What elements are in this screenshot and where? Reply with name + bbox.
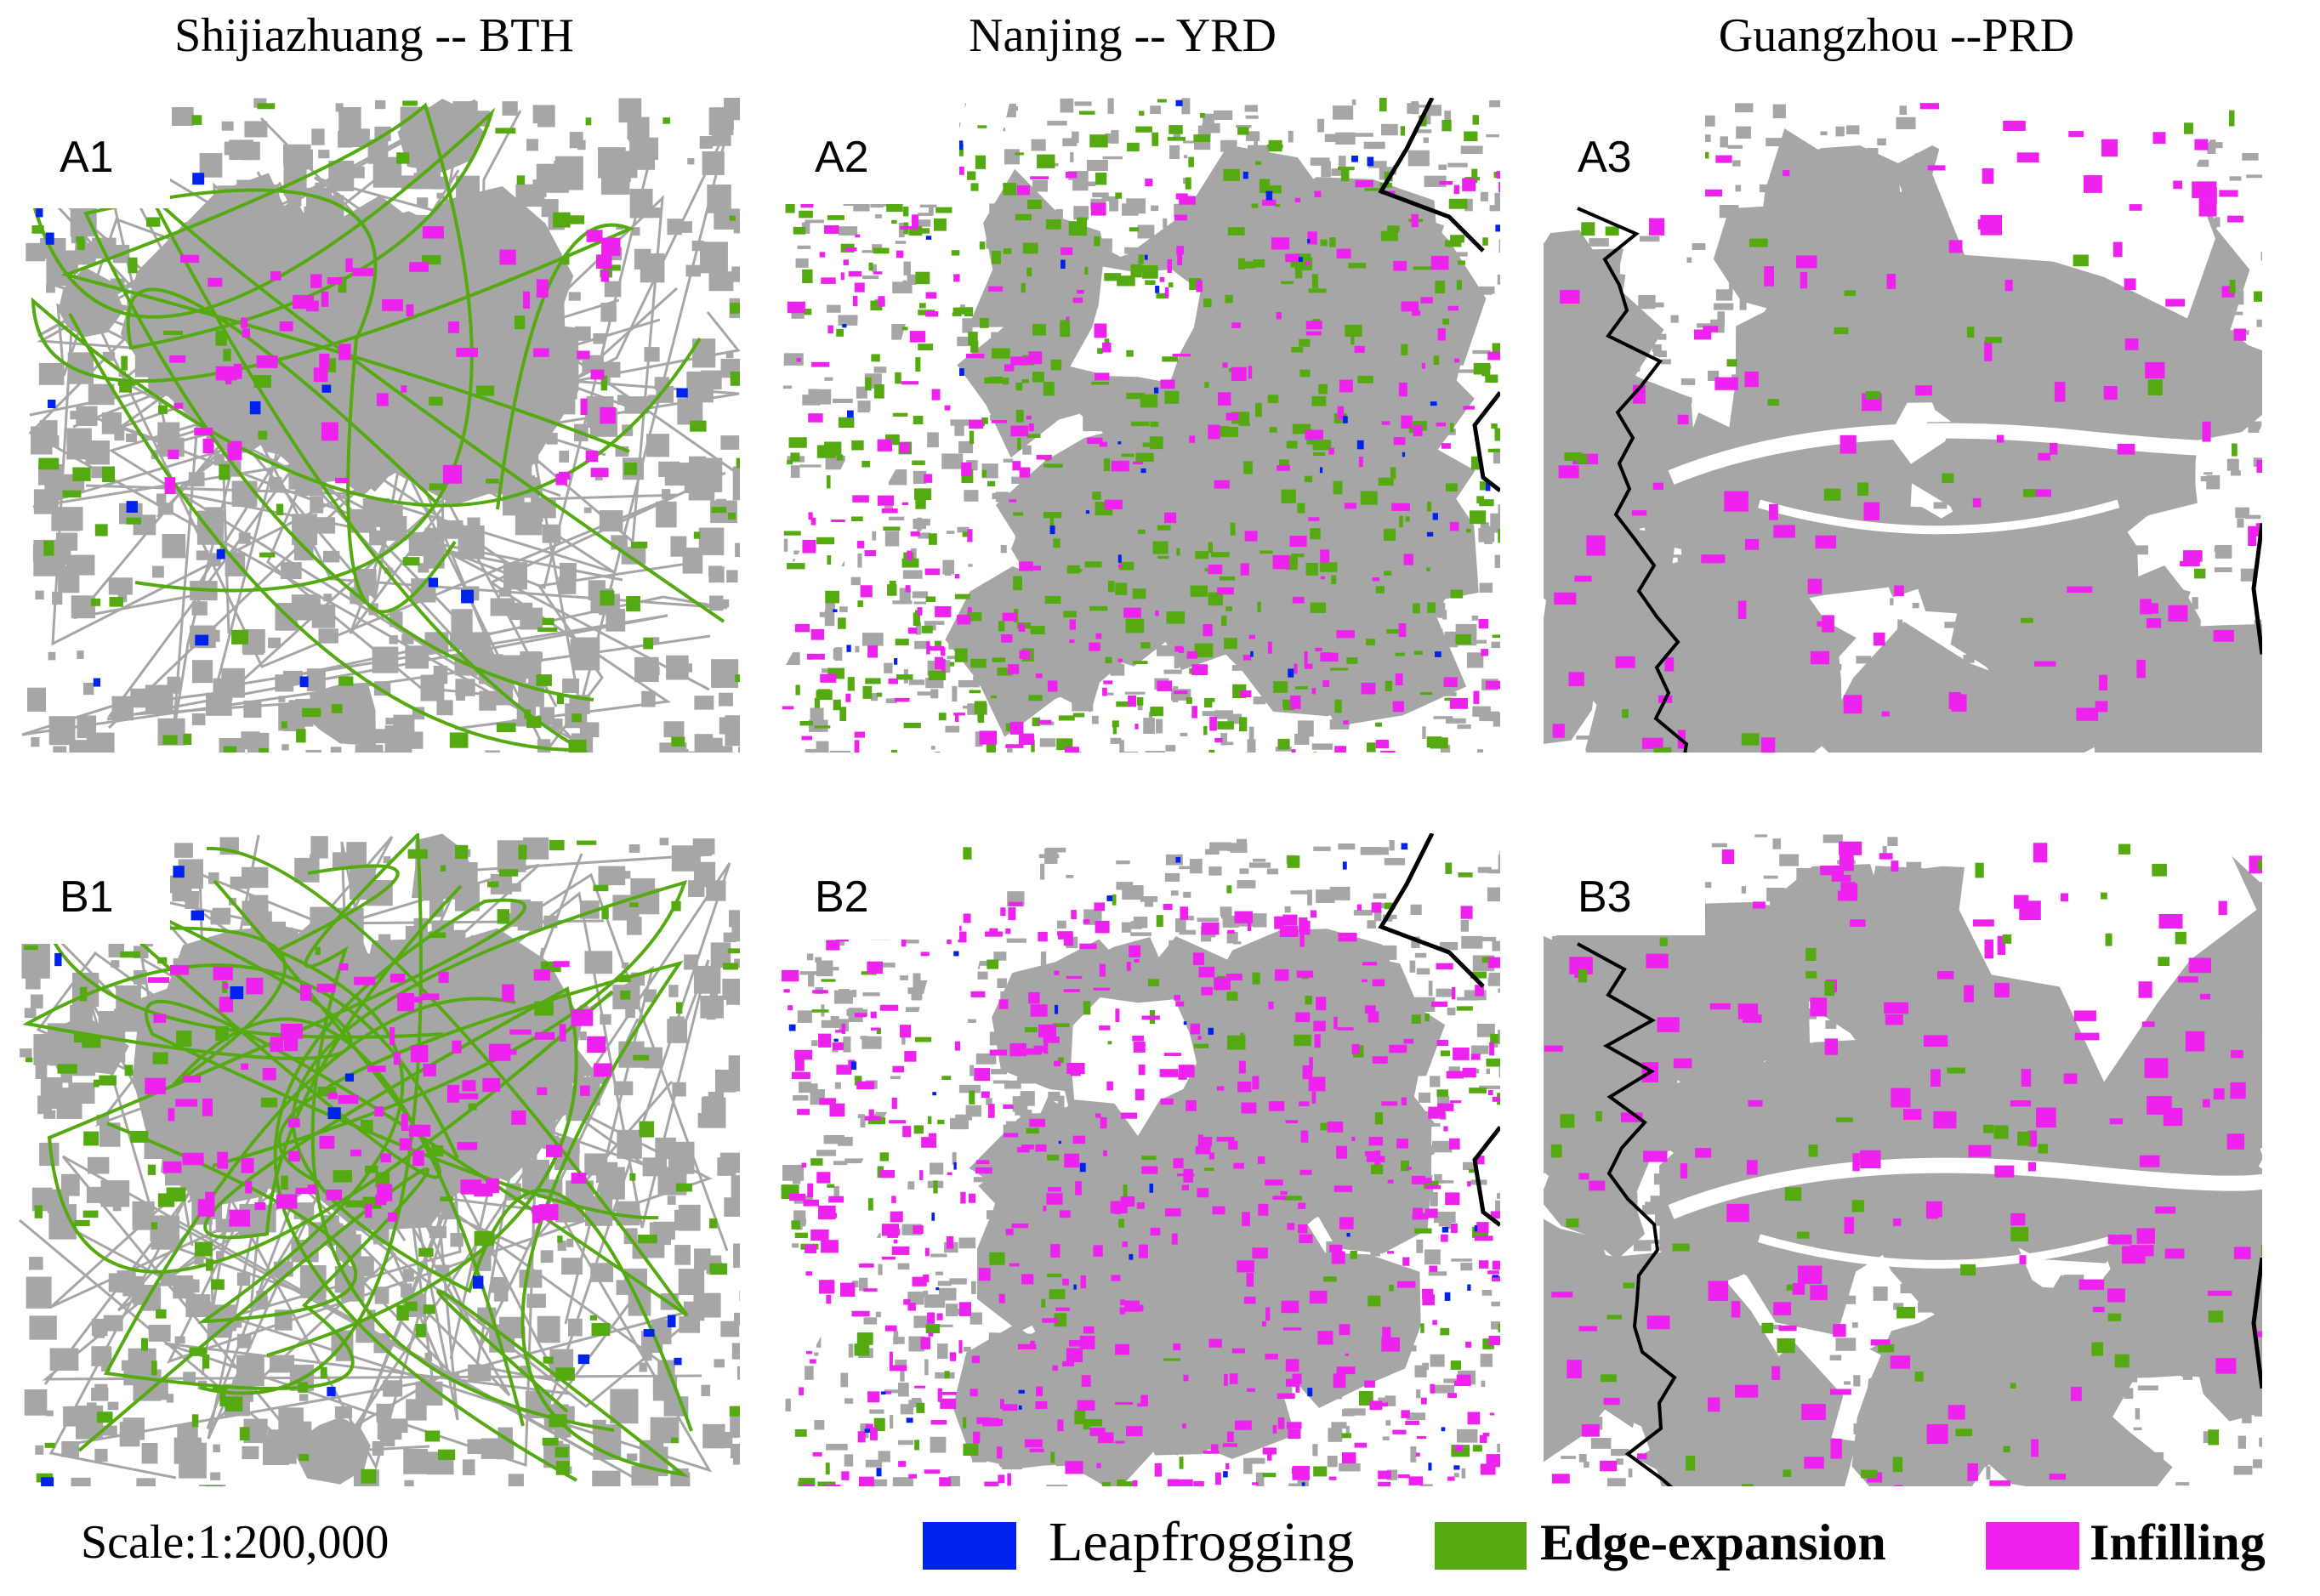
map-canvas [17,98,740,753]
legend-item-leapfrogging: Leapfrogging [923,1510,1433,1578]
map-canvas [781,833,1500,1486]
legend-swatch [1435,1522,1527,1570]
panel-label: A1 [60,133,114,182]
map-panel-b3: B3 [1544,833,2262,1486]
legend-item-edge-expansion: Edge-expansion [1435,1510,1962,1578]
map-panel-b2: B2 [781,833,1500,1486]
panel-label: A3 [1578,133,1632,182]
legend-swatch [1986,1522,2079,1570]
panel-label: B2 [815,872,869,922]
map-panel-a3: A3 [1544,98,2262,753]
legend-item-infilling: Infilling [1986,1510,2309,1578]
legend-label: Edge-expansion [1540,1514,1886,1570]
panel-label: B1 [60,872,114,922]
column-title-shijiazhuang: Shijiazhuang -- BTH [174,9,574,62]
legend-label: Leapfrogging [1049,1511,1355,1573]
map-panel-a2: A2 [781,98,1500,753]
map-canvas [1544,98,2262,753]
scale-text: Scale:1:200,000 [81,1516,390,1569]
panel-label: A2 [815,133,869,182]
map-canvas [1544,833,2262,1486]
map-canvas [781,98,1500,753]
legend-label: Infilling [2090,1514,2266,1570]
column-title-guangzhou: Guangzhou --PRD [1718,9,2075,62]
column-title-nanjing: Nanjing -- YRD [969,9,1277,62]
map-panel-b1: B1 [17,833,740,1486]
map-canvas [17,833,740,1486]
map-panel-a1: A1 [17,98,740,753]
panel-label: B3 [1578,872,1632,922]
legend-swatch [923,1522,1016,1570]
legend: Leapfrogging Edge-expansion Infilling [923,1510,2309,1578]
